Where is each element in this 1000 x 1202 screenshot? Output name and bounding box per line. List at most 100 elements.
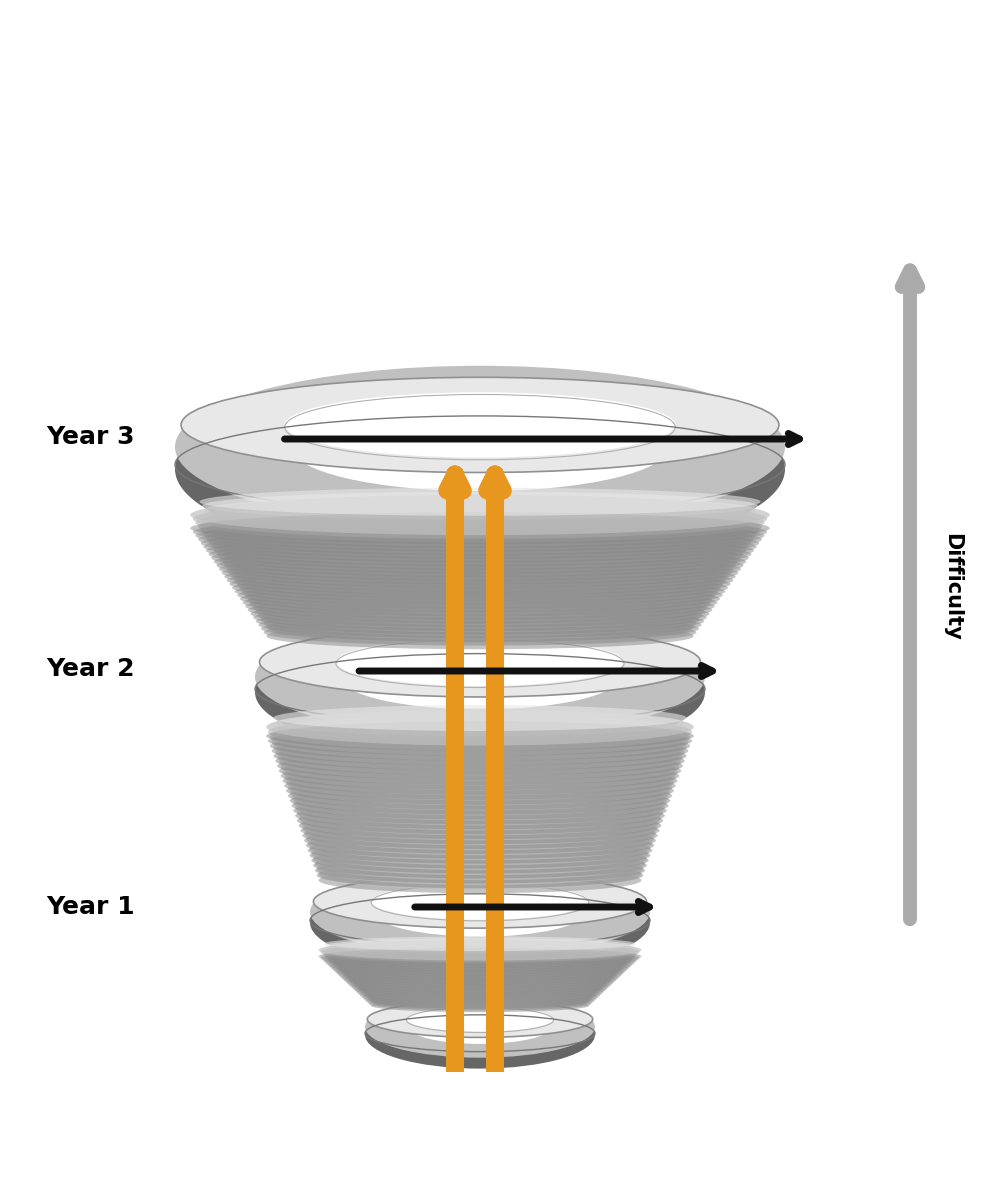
Ellipse shape [336, 638, 624, 686]
Ellipse shape [258, 582, 702, 606]
Ellipse shape [340, 644, 620, 709]
Ellipse shape [325, 939, 635, 953]
Ellipse shape [243, 558, 717, 583]
Ellipse shape [291, 780, 669, 815]
Ellipse shape [367, 995, 593, 1008]
Ellipse shape [220, 520, 740, 547]
Ellipse shape [240, 584, 720, 613]
Ellipse shape [338, 959, 622, 978]
Ellipse shape [290, 757, 670, 783]
Ellipse shape [207, 500, 753, 528]
Ellipse shape [245, 593, 715, 620]
Ellipse shape [315, 847, 645, 880]
Ellipse shape [322, 951, 638, 968]
Ellipse shape [243, 575, 717, 609]
Ellipse shape [369, 990, 591, 1007]
Ellipse shape [266, 708, 694, 745]
Ellipse shape [297, 778, 663, 803]
Ellipse shape [266, 623, 694, 649]
Ellipse shape [275, 746, 685, 775]
Ellipse shape [209, 523, 751, 561]
Ellipse shape [333, 962, 627, 978]
Ellipse shape [253, 590, 707, 625]
Ellipse shape [367, 989, 593, 1006]
Ellipse shape [349, 971, 611, 989]
Ellipse shape [255, 578, 705, 602]
Ellipse shape [203, 514, 757, 554]
Ellipse shape [345, 959, 615, 972]
Ellipse shape [340, 969, 620, 984]
Ellipse shape [369, 984, 591, 996]
Ellipse shape [240, 571, 720, 606]
Ellipse shape [266, 721, 694, 751]
Ellipse shape [224, 547, 736, 584]
Ellipse shape [358, 980, 602, 998]
Ellipse shape [302, 822, 658, 849]
Ellipse shape [318, 940, 642, 960]
Ellipse shape [235, 577, 725, 606]
Ellipse shape [251, 600, 709, 627]
Ellipse shape [311, 820, 649, 844]
Ellipse shape [320, 846, 640, 869]
Ellipse shape [317, 862, 643, 888]
Ellipse shape [334, 947, 626, 962]
Ellipse shape [356, 978, 604, 995]
Ellipse shape [313, 843, 647, 875]
Ellipse shape [317, 835, 643, 858]
Ellipse shape [253, 573, 707, 599]
Ellipse shape [353, 968, 607, 981]
Ellipse shape [282, 731, 678, 756]
Ellipse shape [190, 495, 770, 535]
Ellipse shape [206, 519, 754, 558]
Ellipse shape [360, 988, 600, 1002]
Ellipse shape [245, 578, 715, 614]
Ellipse shape [216, 551, 744, 581]
Ellipse shape [375, 887, 585, 936]
Ellipse shape [311, 847, 649, 874]
Ellipse shape [346, 975, 614, 989]
Ellipse shape [232, 559, 728, 595]
Ellipse shape [275, 710, 685, 736]
Ellipse shape [335, 964, 625, 980]
Ellipse shape [230, 570, 730, 599]
Ellipse shape [222, 558, 738, 588]
Ellipse shape [315, 831, 645, 853]
Ellipse shape [324, 945, 636, 965]
Ellipse shape [306, 804, 654, 828]
Ellipse shape [355, 983, 605, 998]
Ellipse shape [342, 963, 618, 982]
Ellipse shape [378, 899, 582, 945]
Ellipse shape [248, 583, 712, 618]
Ellipse shape [297, 796, 663, 831]
Ellipse shape [230, 537, 730, 563]
Ellipse shape [268, 714, 692, 750]
Ellipse shape [310, 874, 650, 971]
Ellipse shape [248, 596, 712, 624]
Ellipse shape [310, 815, 650, 838]
Ellipse shape [342, 971, 618, 986]
Ellipse shape [349, 978, 611, 993]
Ellipse shape [209, 538, 751, 570]
Ellipse shape [273, 730, 687, 766]
Ellipse shape [202, 492, 758, 519]
Ellipse shape [356, 984, 604, 999]
Ellipse shape [216, 535, 744, 572]
Text: Difficulty: Difficulty [942, 534, 962, 641]
Ellipse shape [365, 981, 595, 993]
Ellipse shape [304, 827, 656, 853]
Ellipse shape [357, 972, 603, 984]
Ellipse shape [215, 512, 745, 540]
Ellipse shape [240, 553, 720, 578]
Ellipse shape [331, 960, 629, 976]
Ellipse shape [227, 551, 733, 588]
Ellipse shape [350, 964, 610, 977]
Ellipse shape [338, 951, 622, 965]
Ellipse shape [341, 956, 619, 969]
Ellipse shape [264, 619, 696, 645]
Ellipse shape [324, 953, 636, 970]
Ellipse shape [365, 994, 595, 1007]
Ellipse shape [367, 983, 593, 995]
Ellipse shape [326, 947, 634, 968]
Ellipse shape [308, 837, 652, 864]
Ellipse shape [281, 750, 679, 785]
